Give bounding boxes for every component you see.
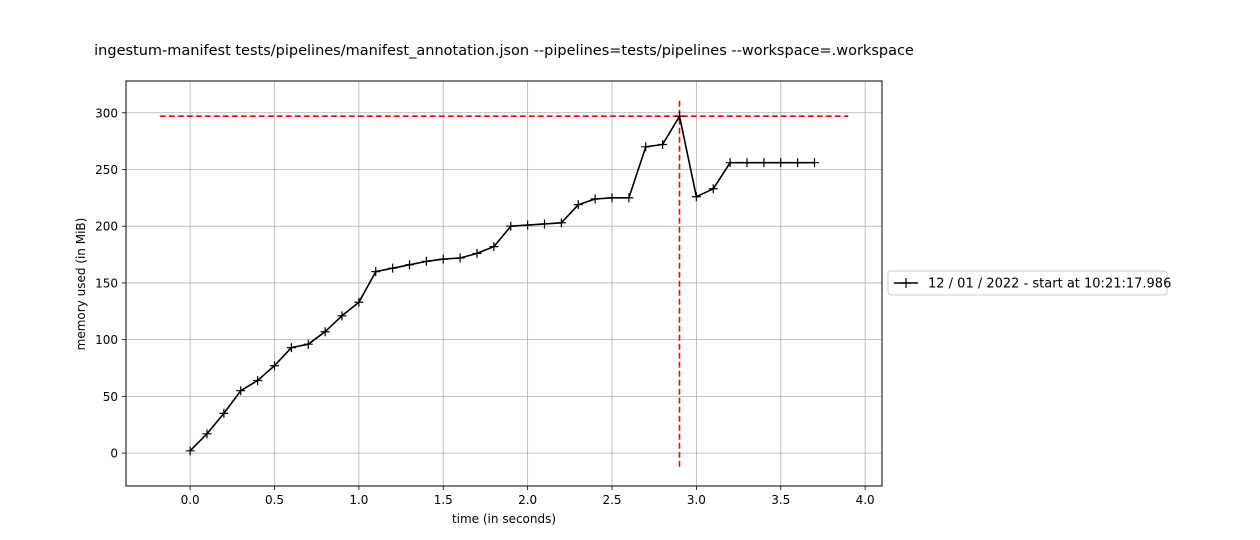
y-tick-label: 50 (103, 390, 118, 404)
legend-label: 12 / 01 / 2022 - start at 10:21:17.986 (928, 277, 1171, 292)
data-point (658, 140, 668, 150)
data-point (202, 429, 212, 439)
data-point (489, 242, 499, 252)
legend-marker (901, 278, 911, 288)
data-point (472, 248, 482, 258)
y-tick-label: 150 (95, 276, 118, 290)
series-group (185, 111, 819, 456)
x-tick-label: 1.0 (349, 493, 368, 507)
y-tick-label: 300 (95, 106, 118, 120)
data-point (725, 158, 735, 168)
legend: 12 / 01 / 2022 - start at 10:21:17.986 (887, 270, 1171, 296)
x-axis: 0.0 0.5 1.0 1.5 2.0 2.5 3.0 3.5 4.0 (181, 486, 875, 507)
data-point (253, 375, 263, 385)
reference-lines (159, 100, 849, 467)
data-point (219, 408, 229, 418)
data-point (438, 254, 448, 264)
data-point (776, 158, 786, 168)
data-point (573, 200, 583, 210)
data-point (236, 386, 246, 396)
x-tick-label: 2.5 (602, 493, 621, 507)
grid (126, 81, 882, 486)
x-tick-label: 4.0 (856, 493, 875, 507)
x-tick-label: 1.5 (434, 493, 453, 507)
data-point (388, 263, 398, 273)
y-axis: 0 50 100 150 200 250 300 (95, 106, 126, 461)
data-point (371, 267, 381, 277)
x-axis-label: time (in seconds) (452, 512, 556, 526)
x-tick-label: 0.0 (181, 493, 200, 507)
x-tick-label: 3.0 (687, 493, 706, 507)
x-tick-label: 2.0 (518, 493, 537, 507)
y-tick-label: 0 (110, 447, 118, 461)
data-point (540, 219, 549, 229)
data-point (523, 220, 533, 230)
data-point (270, 361, 279, 371)
data-point (691, 192, 701, 202)
data-point (286, 343, 296, 353)
data-point (607, 193, 617, 203)
chart-title: ingestum-manifest tests/pipelines/manife… (94, 43, 914, 59)
data-point (556, 218, 566, 228)
data-point (303, 339, 313, 349)
data-point (641, 142, 651, 152)
series-line (189, 115, 815, 452)
data-point (320, 327, 330, 337)
plot-frame (125, 80, 883, 487)
x-tick-label: 0.5 (265, 493, 284, 507)
data-point (405, 260, 414, 270)
data-point (185, 446, 195, 456)
data-point (421, 256, 431, 266)
y-tick-label: 250 (95, 163, 118, 177)
data-point (624, 193, 634, 203)
data-point (506, 221, 516, 231)
data-point (742, 158, 752, 168)
legend-box (887, 270, 1168, 296)
data-point (810, 158, 819, 168)
x-tick-label: 3.5 (771, 493, 790, 507)
y-axis-label: memory used (in MiB) (74, 218, 88, 351)
data-point (354, 297, 364, 307)
data-point (675, 111, 684, 121)
data-point (455, 253, 465, 263)
data-point (590, 194, 600, 204)
y-tick-label: 100 (95, 333, 118, 347)
data-point (793, 158, 803, 168)
y-tick-label: 200 (95, 220, 118, 234)
data-point (708, 184, 718, 194)
data-point (759, 158, 769, 168)
data-point (337, 311, 347, 321)
